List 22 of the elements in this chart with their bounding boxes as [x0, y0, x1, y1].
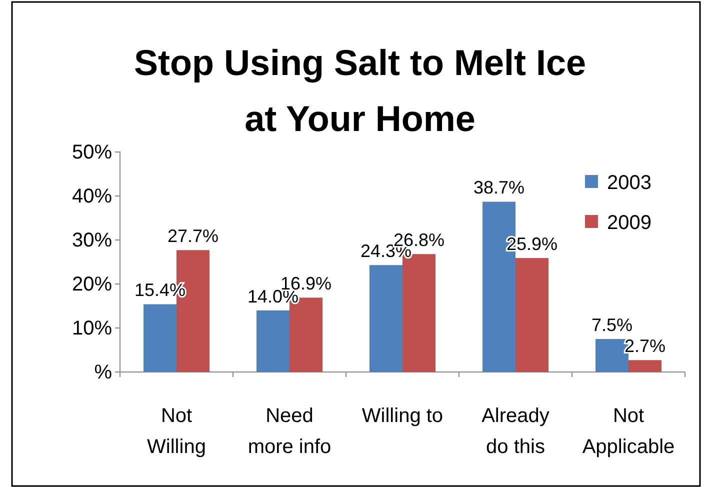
data-label: 38.7%: [473, 178, 525, 198]
x-tick-label: Already do this: [482, 405, 550, 458]
data-label: 7.5%: [591, 315, 633, 335]
y-tick-label: 30%: [72, 229, 112, 252]
y-tick-label: 40%: [72, 185, 112, 208]
y-tick-label: 20%: [72, 273, 112, 296]
bar: [256, 310, 290, 372]
bar: [628, 360, 662, 372]
x-tick-label: Not Applicable: [582, 405, 675, 458]
chart-title: Stop Using Salt to Melt Ice at Your Home: [134, 42, 586, 139]
y-tick-label: %: [94, 361, 112, 384]
y-tick-label: 10%: [72, 317, 112, 340]
x-tick-label: Willing to: [362, 405, 444, 427]
x-tick-label: Need more info: [248, 405, 332, 458]
y-tick-label: 50%: [72, 141, 112, 164]
legend-label: 2003: [607, 172, 652, 194]
legend-label: 2009: [607, 212, 652, 234]
data-label: 27.7%: [167, 226, 219, 246]
x-tick-label: Not Willing: [147, 405, 206, 458]
bar: [144, 304, 176, 372]
bar: [516, 258, 548, 372]
bar: [370, 265, 402, 372]
